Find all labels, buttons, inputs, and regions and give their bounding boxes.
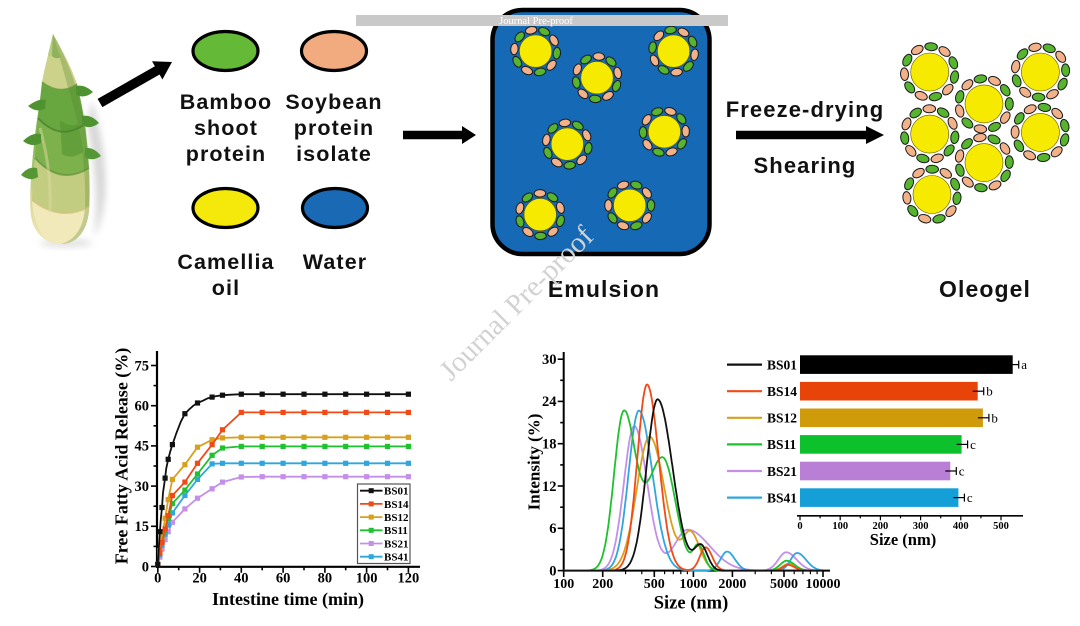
svg-text:Water: Water (303, 250, 367, 274)
svg-text:200: 200 (592, 577, 613, 592)
svg-text:c: c (959, 464, 965, 479)
svg-text:40: 40 (234, 571, 249, 587)
svg-text:Freeze-drying: Freeze-drying (726, 97, 885, 122)
svg-text:BS14: BS14 (767, 384, 797, 399)
svg-text:0: 0 (154, 571, 161, 587)
svg-text:0: 0 (797, 521, 802, 532)
svg-text:0: 0 (549, 563, 556, 579)
svg-text:BS21: BS21 (767, 464, 797, 479)
svg-text:Soybean: Soybean (285, 90, 382, 114)
svg-text:60: 60 (276, 571, 291, 587)
svg-text:20: 20 (192, 571, 207, 587)
svg-text:b: b (991, 410, 998, 425)
svg-text:Journal Pre-proof: Journal Pre-proof (499, 16, 573, 27)
svg-text:BS41: BS41 (384, 552, 408, 564)
svg-text:1000: 1000 (679, 577, 707, 592)
svg-text:Intestine time (min): Intestine time (min) (212, 589, 364, 610)
svg-text:Size (nm): Size (nm) (870, 530, 936, 549)
svg-text:80: 80 (318, 571, 333, 587)
svg-text:5000: 5000 (770, 577, 798, 592)
svg-text:30: 30 (135, 479, 150, 495)
svg-text:BS41: BS41 (767, 490, 797, 505)
svg-text:BS12: BS12 (767, 411, 797, 426)
svg-text:100: 100 (553, 577, 574, 592)
svg-text:BS21: BS21 (384, 538, 408, 550)
svg-text:12: 12 (542, 479, 557, 495)
svg-text:400: 400 (953, 521, 969, 532)
svg-text:BS11: BS11 (767, 437, 797, 452)
svg-text:BS11: BS11 (384, 525, 408, 537)
svg-text:0: 0 (142, 559, 149, 575)
svg-text:c: c (967, 490, 973, 505)
svg-text:24: 24 (542, 394, 557, 410)
svg-text:10000: 10000 (806, 577, 841, 592)
svg-text:300: 300 (913, 521, 929, 532)
svg-text:protein: protein (186, 142, 267, 166)
svg-text:Bamboo: Bamboo (180, 90, 273, 114)
svg-text:15: 15 (135, 519, 150, 535)
svg-text:shoot: shoot (194, 116, 258, 140)
svg-text:BS01: BS01 (384, 486, 408, 498)
svg-text:120: 120 (398, 571, 420, 587)
svg-text:Oleogel: Oleogel (939, 276, 1031, 302)
svg-text:a: a (1021, 357, 1027, 372)
svg-text:500: 500 (993, 521, 1009, 532)
svg-text:c: c (970, 437, 976, 452)
svg-text:2000: 2000 (718, 577, 746, 592)
svg-text:60: 60 (135, 399, 150, 415)
svg-text:protein: protein (294, 116, 375, 140)
svg-text:Size (nm): Size (nm) (654, 594, 729, 614)
svg-text:100: 100 (832, 521, 848, 532)
svg-text:100: 100 (356, 571, 378, 587)
svg-text:b: b (986, 384, 993, 399)
svg-text:Shearing: Shearing (754, 153, 857, 178)
svg-text:Free Fatty Acid Release (%): Free Fatty Acid Release (%) (112, 348, 133, 565)
svg-text:isolate: isolate (296, 142, 372, 166)
svg-text:Camellia: Camellia (177, 250, 274, 274)
svg-text:30: 30 (542, 352, 557, 368)
svg-text:BS14: BS14 (384, 499, 409, 511)
svg-text:BS01: BS01 (767, 357, 797, 372)
svg-text:6: 6 (549, 521, 556, 537)
svg-text:45: 45 (135, 439, 150, 455)
svg-text:Intensity (%): Intensity (%) (525, 414, 544, 511)
svg-text:Emulsion: Emulsion (548, 276, 660, 302)
svg-text:75: 75 (135, 358, 150, 374)
svg-text:200: 200 (873, 521, 889, 532)
svg-text:oil: oil (212, 276, 240, 300)
svg-text:BS12: BS12 (384, 512, 409, 524)
svg-text:18: 18 (542, 437, 557, 453)
svg-text:500: 500 (644, 577, 665, 592)
